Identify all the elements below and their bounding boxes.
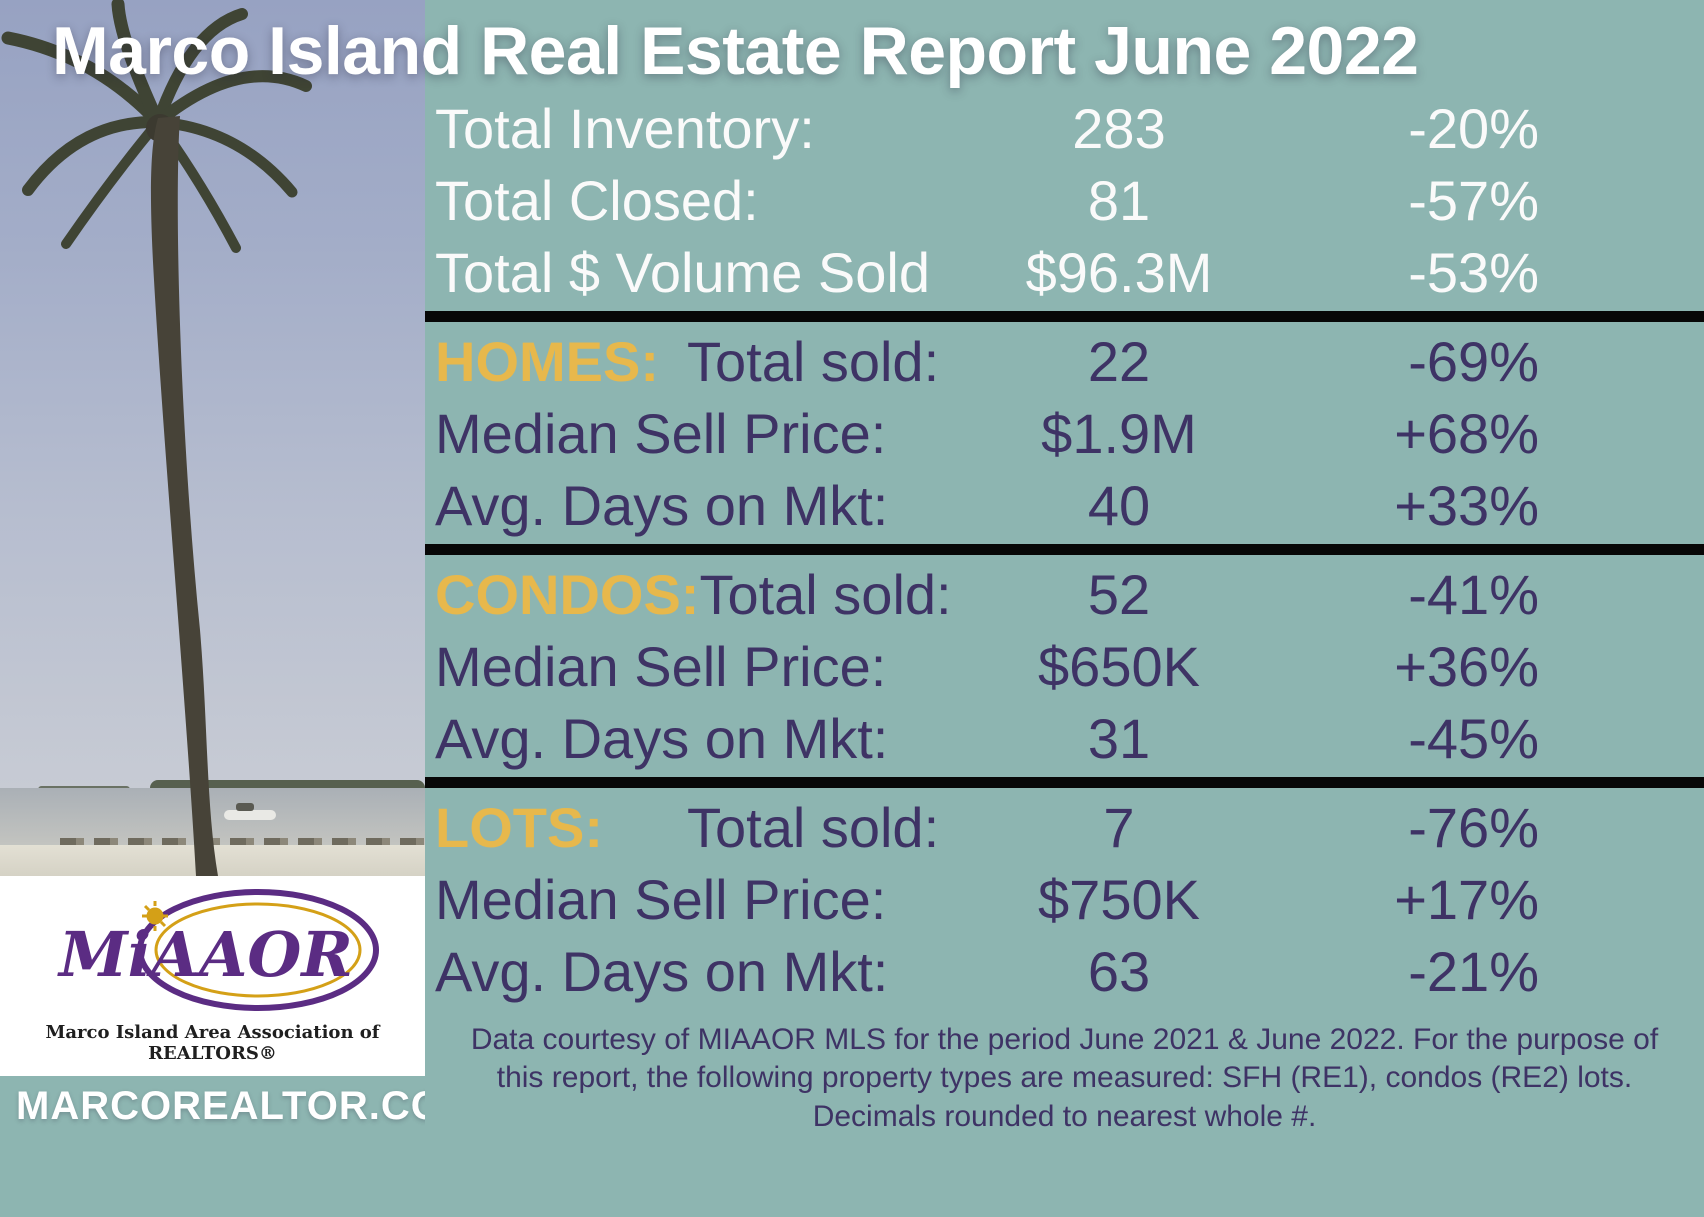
stat-label: Median Sell Price: [435, 401, 887, 465]
stat-row-condos-median: Median Sell Price: $650K +36% [425, 630, 1704, 702]
stat-row-total-closed: Total Closed: 81 -57% [425, 164, 1704, 236]
logo-text: MiAAOR [57, 918, 353, 991]
stat-row-lots-median: Median Sell Price: $750K +17% [425, 863, 1704, 935]
section-title-condos: CONDOS: [435, 562, 700, 626]
stat-row-homes-dom: Avg. Days on Mkt: 40 +33% [425, 469, 1704, 541]
stat-label: CONDOS:Total sold: [435, 562, 969, 627]
stat-change: -41% [1408, 562, 1539, 626]
stat-value: $96.3M [1025, 240, 1213, 304]
stat-row-total-inventory: Total Inventory: 283 -20% [425, 92, 1704, 164]
stat-change: -76% [1408, 795, 1539, 859]
section-divider [425, 311, 1704, 322]
rock-jetty [60, 838, 425, 845]
stat-row-homes-median: Median Sell Price: $1.9M +68% [425, 397, 1704, 469]
stats-panel [425, 0, 1704, 1217]
miaaor-logo: MiAAOR [57, 889, 379, 1011]
stat-value: 40 [1087, 473, 1151, 537]
section-divider [425, 777, 1704, 788]
stat-change: -45% [1408, 706, 1539, 770]
stat-label: Avg. Days on Mkt: [435, 939, 889, 1003]
stat-row-condos-sold: CONDOS:Total sold: 52 -41% [425, 558, 1704, 630]
website-url: MARCOREALTOR.COM [16, 1084, 478, 1128]
beach-photo [0, 0, 425, 876]
stat-label: Median Sell Price: [435, 867, 887, 931]
stat-row-homes-sold: HOMES: Total sold: 22 -69% [425, 325, 1704, 397]
stat-label: Total Closed: [435, 168, 759, 232]
photo-column: MiAAOR Marco Island Area Association of … [0, 0, 476, 1217]
section-title-lots: LOTS: [435, 795, 603, 859]
stat-value: 81 [1087, 168, 1151, 232]
stat-label: Total $ Volume Sold [435, 240, 930, 304]
stat-row-volume-sold: Total $ Volume Sold $96.3M -53% [425, 236, 1704, 308]
stat-sublabel: Total sold: [699, 562, 952, 626]
stat-change: +17% [1394, 867, 1539, 931]
stat-value: 7 [1103, 795, 1135, 859]
stat-row-condos-dom: Avg. Days on Mkt: 31 -45% [425, 702, 1704, 774]
stat-value: $750K [1038, 867, 1200, 931]
stat-label: Median Sell Price: [435, 634, 887, 698]
boat-icon [224, 803, 276, 820]
logo-box: MiAAOR Marco Island Area Association of … [0, 876, 425, 1076]
stats-content: Total Inventory: 283 -20% Total Closed: … [425, 92, 1704, 1136]
stat-change: -21% [1408, 939, 1539, 1003]
stat-label: Avg. Days on Mkt: [435, 473, 889, 537]
section-divider [425, 544, 1704, 555]
stat-sublabel: Total sold: [687, 795, 940, 859]
stat-value: 22 [1087, 329, 1151, 393]
stat-value: 283 [1072, 96, 1166, 160]
stat-change: +68% [1394, 401, 1539, 465]
stat-label: Total Inventory: [435, 96, 815, 160]
section-title-homes: HOMES: [435, 329, 659, 393]
data-source-footnote: Data courtesy of MIAAOR MLS for the peri… [470, 1023, 1659, 1133]
palm-tree-icon [1, 0, 312, 876]
website-bar: MARCOREALTOR.COM [0, 1076, 476, 1217]
stat-change: -57% [1408, 168, 1539, 232]
stat-change: -69% [1408, 329, 1539, 393]
stat-label: Avg. Days on Mkt: [435, 706, 889, 770]
stat-value: 31 [1087, 706, 1151, 770]
stat-row-lots-dom: Avg. Days on Mkt: 63 -21% [425, 935, 1704, 1007]
stat-change: -20% [1408, 96, 1539, 160]
stat-row-lots-sold: LOTS: Total sold: 7 -76% [425, 791, 1704, 863]
stat-change: +33% [1394, 473, 1539, 537]
gold-sun-dot-icon [141, 901, 168, 931]
stat-sublabel: Total sold: [687, 329, 940, 393]
stat-value: $1.9M [1041, 401, 1197, 465]
page-title: Marco Island Real Estate Report June 202… [52, 13, 1419, 89]
stat-change: +36% [1394, 634, 1539, 698]
logo-caption: Marco Island Area Association of REALTOR… [45, 1022, 380, 1064]
stat-value: $650K [1038, 634, 1200, 698]
stat-change: -53% [1408, 240, 1539, 304]
stat-label: HOMES: Total sold: [435, 329, 969, 394]
stat-value: 63 [1087, 939, 1151, 1003]
stat-value: 52 [1087, 562, 1151, 626]
stat-label: LOTS: Total sold: [435, 795, 969, 860]
